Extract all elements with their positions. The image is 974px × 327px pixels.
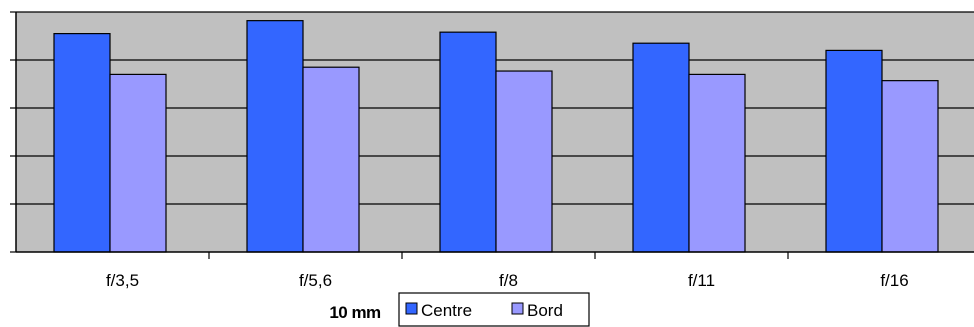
bar-bord-1 [109,73,167,253]
chart-title: 10 mm [329,303,381,322]
bar-bord-4 [688,73,746,253]
bar-centre-3 [439,31,497,253]
x-tick-label: f/8 [499,271,518,290]
bar-bord-5 [881,80,939,253]
legend-label-centre: Centre [421,301,472,320]
x-axis-tick-labels: f/3,5 f/5,6 f/8 f/11 f/16 [106,271,909,290]
x-tick-label: f/16 [880,271,908,290]
y-axis-ticks [10,11,16,253]
bar-centre-1 [53,32,111,253]
bar-bord-2 [302,66,360,253]
x-tick-label: f/5,6 [299,271,332,290]
bar-bord-3 [495,70,553,253]
bar-centre-4 [632,42,690,253]
x-axis-ticks [208,252,789,259]
legend-swatch-bord [511,302,524,315]
legend-swatch-centre [405,302,418,315]
bar-centre-2 [246,20,304,253]
legend-box [398,292,590,327]
legend-label-bord: Bord [527,301,563,320]
legend: Centre Bord [398,292,590,327]
x-tick-label: f/11 [688,271,715,290]
bar-centre-5 [825,49,883,253]
bars [53,20,939,253]
x-tick-label: f/3,5 [106,271,139,290]
